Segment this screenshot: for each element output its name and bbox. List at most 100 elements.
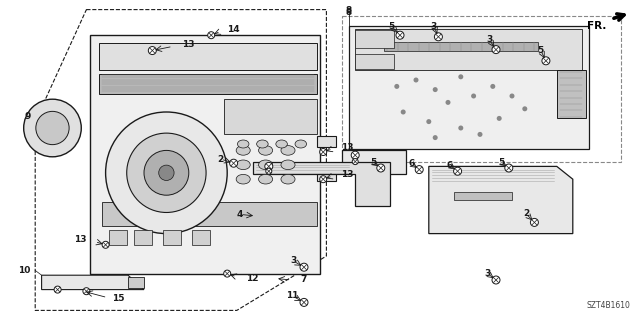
Text: 3: 3 xyxy=(486,36,493,44)
Circle shape xyxy=(477,132,483,137)
Circle shape xyxy=(396,31,404,39)
Polygon shape xyxy=(557,70,586,118)
Circle shape xyxy=(102,241,109,248)
Polygon shape xyxy=(224,99,317,134)
Text: 3: 3 xyxy=(484,269,491,278)
Circle shape xyxy=(454,167,461,175)
Text: 10: 10 xyxy=(19,266,31,275)
Circle shape xyxy=(522,106,527,111)
Bar xyxy=(134,230,152,245)
Circle shape xyxy=(106,112,227,234)
Circle shape xyxy=(36,111,69,145)
Circle shape xyxy=(497,116,502,121)
Text: SZT4B1610: SZT4B1610 xyxy=(586,301,630,310)
Ellipse shape xyxy=(236,160,250,170)
Circle shape xyxy=(509,93,515,99)
Circle shape xyxy=(54,286,61,293)
Text: 5: 5 xyxy=(388,22,395,31)
Text: 7: 7 xyxy=(301,276,307,284)
Circle shape xyxy=(490,84,495,89)
Text: 6: 6 xyxy=(408,159,415,168)
Circle shape xyxy=(377,164,385,172)
Text: 2: 2 xyxy=(218,155,224,164)
Circle shape xyxy=(531,218,538,226)
Polygon shape xyxy=(99,74,317,94)
Text: 5: 5 xyxy=(498,158,504,167)
Polygon shape xyxy=(253,162,390,206)
Polygon shape xyxy=(454,192,512,200)
Bar xyxy=(355,54,394,69)
Circle shape xyxy=(401,109,406,115)
Ellipse shape xyxy=(257,140,268,148)
Polygon shape xyxy=(342,150,406,174)
Text: 9: 9 xyxy=(24,112,31,121)
Polygon shape xyxy=(355,29,582,70)
Circle shape xyxy=(426,119,431,124)
Circle shape xyxy=(224,270,230,277)
Ellipse shape xyxy=(281,160,295,170)
Circle shape xyxy=(320,176,326,183)
Circle shape xyxy=(445,100,451,105)
Circle shape xyxy=(320,148,326,156)
Circle shape xyxy=(505,164,513,172)
Text: 3: 3 xyxy=(431,22,437,31)
Ellipse shape xyxy=(259,146,273,155)
Circle shape xyxy=(127,133,206,212)
Circle shape xyxy=(83,288,90,295)
Text: 8: 8 xyxy=(346,6,352,15)
Ellipse shape xyxy=(295,140,307,148)
Ellipse shape xyxy=(236,146,250,155)
Circle shape xyxy=(492,276,500,284)
Circle shape xyxy=(394,84,399,89)
Text: 11: 11 xyxy=(286,292,299,300)
Circle shape xyxy=(24,99,81,157)
Circle shape xyxy=(435,33,442,41)
Polygon shape xyxy=(384,42,538,51)
Polygon shape xyxy=(99,43,317,70)
Circle shape xyxy=(471,93,476,99)
Circle shape xyxy=(148,46,156,54)
Text: 4: 4 xyxy=(237,210,243,219)
Polygon shape xyxy=(429,166,573,234)
Text: 13: 13 xyxy=(74,235,86,244)
Circle shape xyxy=(458,125,463,131)
Bar xyxy=(163,230,181,245)
Polygon shape xyxy=(317,136,336,147)
Polygon shape xyxy=(35,10,326,310)
Circle shape xyxy=(492,46,500,53)
Bar xyxy=(192,230,210,245)
Ellipse shape xyxy=(281,146,295,155)
Circle shape xyxy=(458,74,463,79)
Polygon shape xyxy=(349,26,589,149)
Circle shape xyxy=(352,159,358,164)
Text: 8: 8 xyxy=(346,8,352,17)
Ellipse shape xyxy=(259,160,273,170)
Bar xyxy=(355,30,394,48)
Polygon shape xyxy=(42,275,144,290)
Circle shape xyxy=(415,166,423,173)
Ellipse shape xyxy=(281,174,295,184)
Circle shape xyxy=(144,150,189,195)
Polygon shape xyxy=(128,277,144,288)
Circle shape xyxy=(230,159,237,167)
Polygon shape xyxy=(90,35,320,274)
Text: 5: 5 xyxy=(538,46,544,55)
Circle shape xyxy=(542,57,550,65)
Circle shape xyxy=(433,135,438,140)
Bar xyxy=(109,230,127,245)
Polygon shape xyxy=(317,168,336,181)
Ellipse shape xyxy=(276,140,287,148)
Text: 2: 2 xyxy=(523,209,529,218)
Circle shape xyxy=(413,77,419,83)
Circle shape xyxy=(300,263,308,271)
Text: 13: 13 xyxy=(341,143,354,152)
Circle shape xyxy=(208,32,214,39)
Text: 12: 12 xyxy=(246,274,259,283)
Text: FR.: FR. xyxy=(587,21,606,31)
Circle shape xyxy=(266,168,272,174)
Circle shape xyxy=(351,151,359,159)
Ellipse shape xyxy=(259,174,273,184)
Text: 13: 13 xyxy=(341,170,354,179)
Text: 13: 13 xyxy=(182,40,195,49)
Text: 14: 14 xyxy=(227,25,240,34)
